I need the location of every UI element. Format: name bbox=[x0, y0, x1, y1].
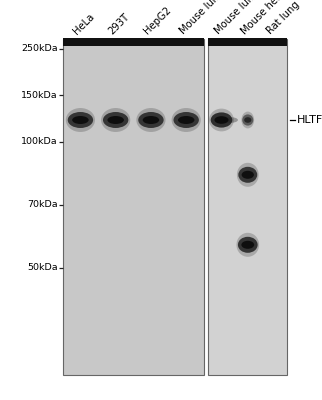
Text: HepG2: HepG2 bbox=[142, 5, 173, 36]
Ellipse shape bbox=[72, 116, 89, 124]
Ellipse shape bbox=[101, 108, 130, 132]
Ellipse shape bbox=[143, 116, 159, 124]
Ellipse shape bbox=[66, 108, 95, 132]
Ellipse shape bbox=[214, 116, 229, 124]
Ellipse shape bbox=[242, 241, 254, 249]
Ellipse shape bbox=[178, 116, 194, 124]
Ellipse shape bbox=[103, 112, 128, 128]
Ellipse shape bbox=[223, 117, 238, 123]
Bar bbox=[208, 39, 287, 375]
Ellipse shape bbox=[238, 167, 257, 183]
Ellipse shape bbox=[237, 163, 259, 187]
Ellipse shape bbox=[242, 171, 254, 179]
Text: Rat lung: Rat lung bbox=[265, 0, 302, 36]
Ellipse shape bbox=[236, 233, 259, 257]
Ellipse shape bbox=[242, 112, 254, 128]
Text: 250kDa: 250kDa bbox=[21, 44, 58, 53]
Text: Mouse lung: Mouse lung bbox=[177, 0, 225, 36]
Ellipse shape bbox=[108, 116, 124, 124]
Text: Mouse lung: Mouse lung bbox=[213, 0, 260, 36]
Text: Mouse heart: Mouse heart bbox=[239, 0, 290, 36]
Ellipse shape bbox=[209, 109, 234, 131]
Text: 50kDa: 50kDa bbox=[27, 264, 58, 272]
Ellipse shape bbox=[68, 112, 93, 128]
Text: 100kDa: 100kDa bbox=[21, 137, 58, 146]
Ellipse shape bbox=[238, 237, 258, 253]
Bar bbox=[63, 38, 204, 46]
Text: 70kDa: 70kDa bbox=[27, 200, 58, 209]
Ellipse shape bbox=[244, 117, 251, 123]
Ellipse shape bbox=[174, 112, 199, 128]
Ellipse shape bbox=[211, 112, 232, 128]
Text: HeLa: HeLa bbox=[72, 11, 97, 36]
Bar bbox=[208, 38, 287, 46]
Bar bbox=[63, 39, 204, 375]
Ellipse shape bbox=[172, 108, 201, 132]
Text: 293T: 293T bbox=[107, 11, 132, 36]
Ellipse shape bbox=[242, 114, 253, 126]
Ellipse shape bbox=[138, 112, 164, 128]
Ellipse shape bbox=[136, 108, 166, 132]
Text: 150kDa: 150kDa bbox=[21, 91, 58, 100]
Text: HLTF: HLTF bbox=[297, 115, 322, 125]
